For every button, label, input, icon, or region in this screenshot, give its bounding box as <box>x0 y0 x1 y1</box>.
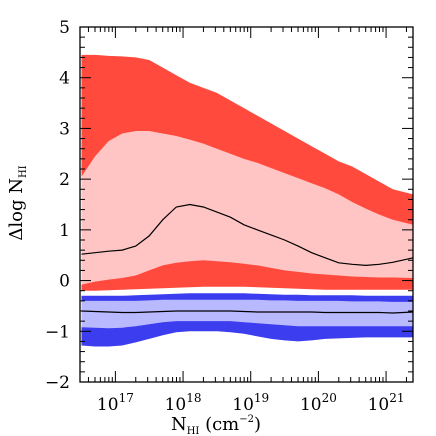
x-tick-label: 1019 <box>232 391 269 415</box>
axis-ticks <box>79 26 413 383</box>
y-tick-label: −1 <box>45 322 70 342</box>
blue-inner-band <box>81 299 414 329</box>
y-tick-label: 5 <box>59 18 70 38</box>
y-tick-label: 3 <box>59 119 70 139</box>
y-axis-title: Δlog NHI <box>6 165 29 240</box>
y-tick-label: 1 <box>59 221 70 241</box>
median-lines <box>81 203 414 314</box>
x-tick-label: 1017 <box>97 391 134 415</box>
tick-labels: 1017 1018 1019 1020 1021 −2 −1 0 1 2 3 4 5 <box>45 18 405 415</box>
y-tick-label: 2 <box>59 170 70 190</box>
shaded-bands <box>81 54 414 347</box>
plot-frame <box>79 26 414 383</box>
x-axis-title: NHI (cm−2) <box>171 414 261 436</box>
y-tick-label: 4 <box>59 69 70 89</box>
x-tick-label: 1018 <box>165 391 202 415</box>
red-median-line <box>81 203 414 267</box>
x-tick-label: 1021 <box>368 391 405 415</box>
x-tick-label: 1020 <box>300 391 337 415</box>
red-inner-band <box>81 131 414 285</box>
y-tick-label: −2 <box>45 373 70 393</box>
y-tick-label: 0 <box>59 272 70 292</box>
blue-median-line <box>81 310 414 314</box>
